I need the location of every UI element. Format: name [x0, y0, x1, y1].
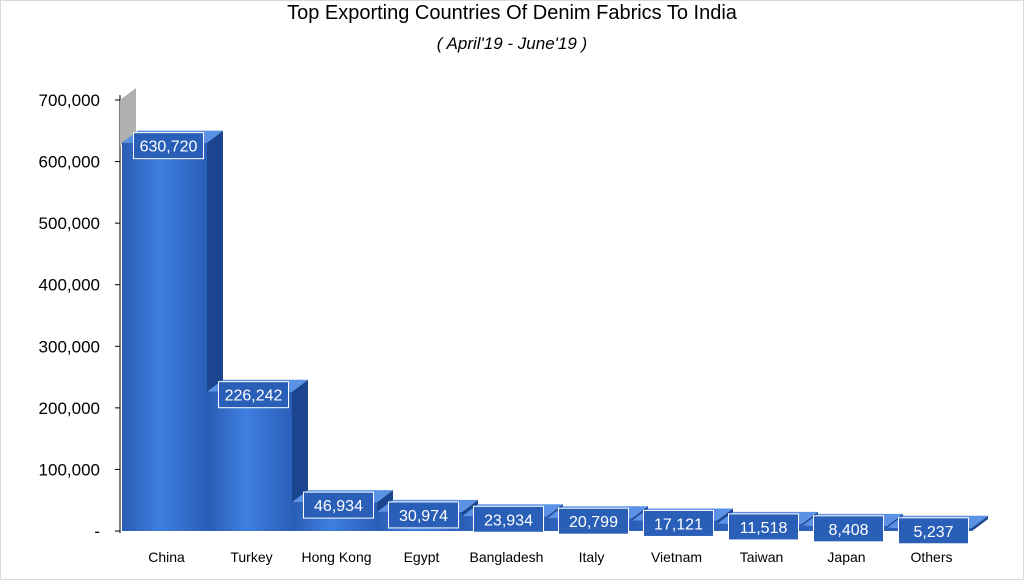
- x-category-label: Turkey: [230, 549, 272, 565]
- data-label: 17,121: [654, 516, 703, 533]
- x-category-label: Japan: [827, 549, 865, 565]
- bar-group: 17,121: [632, 508, 733, 537]
- bar-group: 20,799: [547, 506, 648, 535]
- bar-group: 30,974: [377, 499, 478, 531]
- bar: [122, 142, 207, 532]
- y-tick-label: 100,000: [39, 460, 100, 479]
- x-category-label: Others: [910, 549, 952, 565]
- bar: [207, 391, 292, 531]
- data-label: 20,799: [569, 514, 618, 531]
- y-tick-label: 600,000: [39, 153, 100, 172]
- y-tick-label: -: [94, 522, 100, 541]
- data-label: 5,237: [913, 524, 953, 541]
- chart-subtitle: ( April'19 - June'19 ): [436, 34, 588, 53]
- x-category-label: Italy: [579, 549, 605, 565]
- bar-side: [972, 515, 988, 531]
- x-category-label: China: [148, 549, 185, 565]
- x-category-label: Egypt: [404, 549, 440, 565]
- x-category-label: Bangladesh: [470, 549, 544, 565]
- data-label: 8,408: [828, 522, 868, 539]
- bar-group: 5,237: [887, 515, 988, 545]
- data-label: 11,518: [740, 520, 788, 537]
- chart-title: Top Exporting Countries Of Denim Fabrics…: [287, 2, 737, 24]
- y-tick-label: 500,000: [39, 214, 100, 233]
- data-label-box: [558, 507, 629, 535]
- x-category-label: Hong Kong: [301, 549, 371, 565]
- data-label-box: [898, 517, 969, 545]
- bar-group: 46,934: [292, 490, 393, 531]
- back-wall-fragment: [120, 88, 136, 146]
- bar-group: 226,242: [207, 379, 308, 531]
- bar-group: 11,518: [717, 511, 818, 541]
- data-label-box: [303, 491, 374, 519]
- y-tick-label: 300,000: [39, 337, 100, 356]
- data-label: 46,934: [314, 498, 363, 515]
- data-label: 226,242: [225, 388, 283, 405]
- data-label-box: [813, 515, 884, 543]
- data-label: 23,934: [484, 512, 533, 529]
- data-label-box: [473, 505, 544, 533]
- x-category-label: Vietnam: [651, 549, 702, 565]
- y-tick-label: 200,000: [39, 399, 100, 418]
- bar-group: 8,408: [802, 513, 903, 543]
- data-label: 30,974: [399, 508, 448, 525]
- y-tick-label: 400,000: [39, 276, 100, 295]
- data-label-box: [728, 513, 799, 541]
- data-label-box: [388, 501, 459, 529]
- data-label: 630,720: [140, 139, 198, 156]
- data-label-box: [218, 381, 289, 409]
- data-label-box: [643, 509, 714, 537]
- data-label-box: [133, 132, 204, 160]
- x-category-label: Taiwan: [740, 549, 784, 565]
- y-tick-label: 700,000: [39, 91, 100, 110]
